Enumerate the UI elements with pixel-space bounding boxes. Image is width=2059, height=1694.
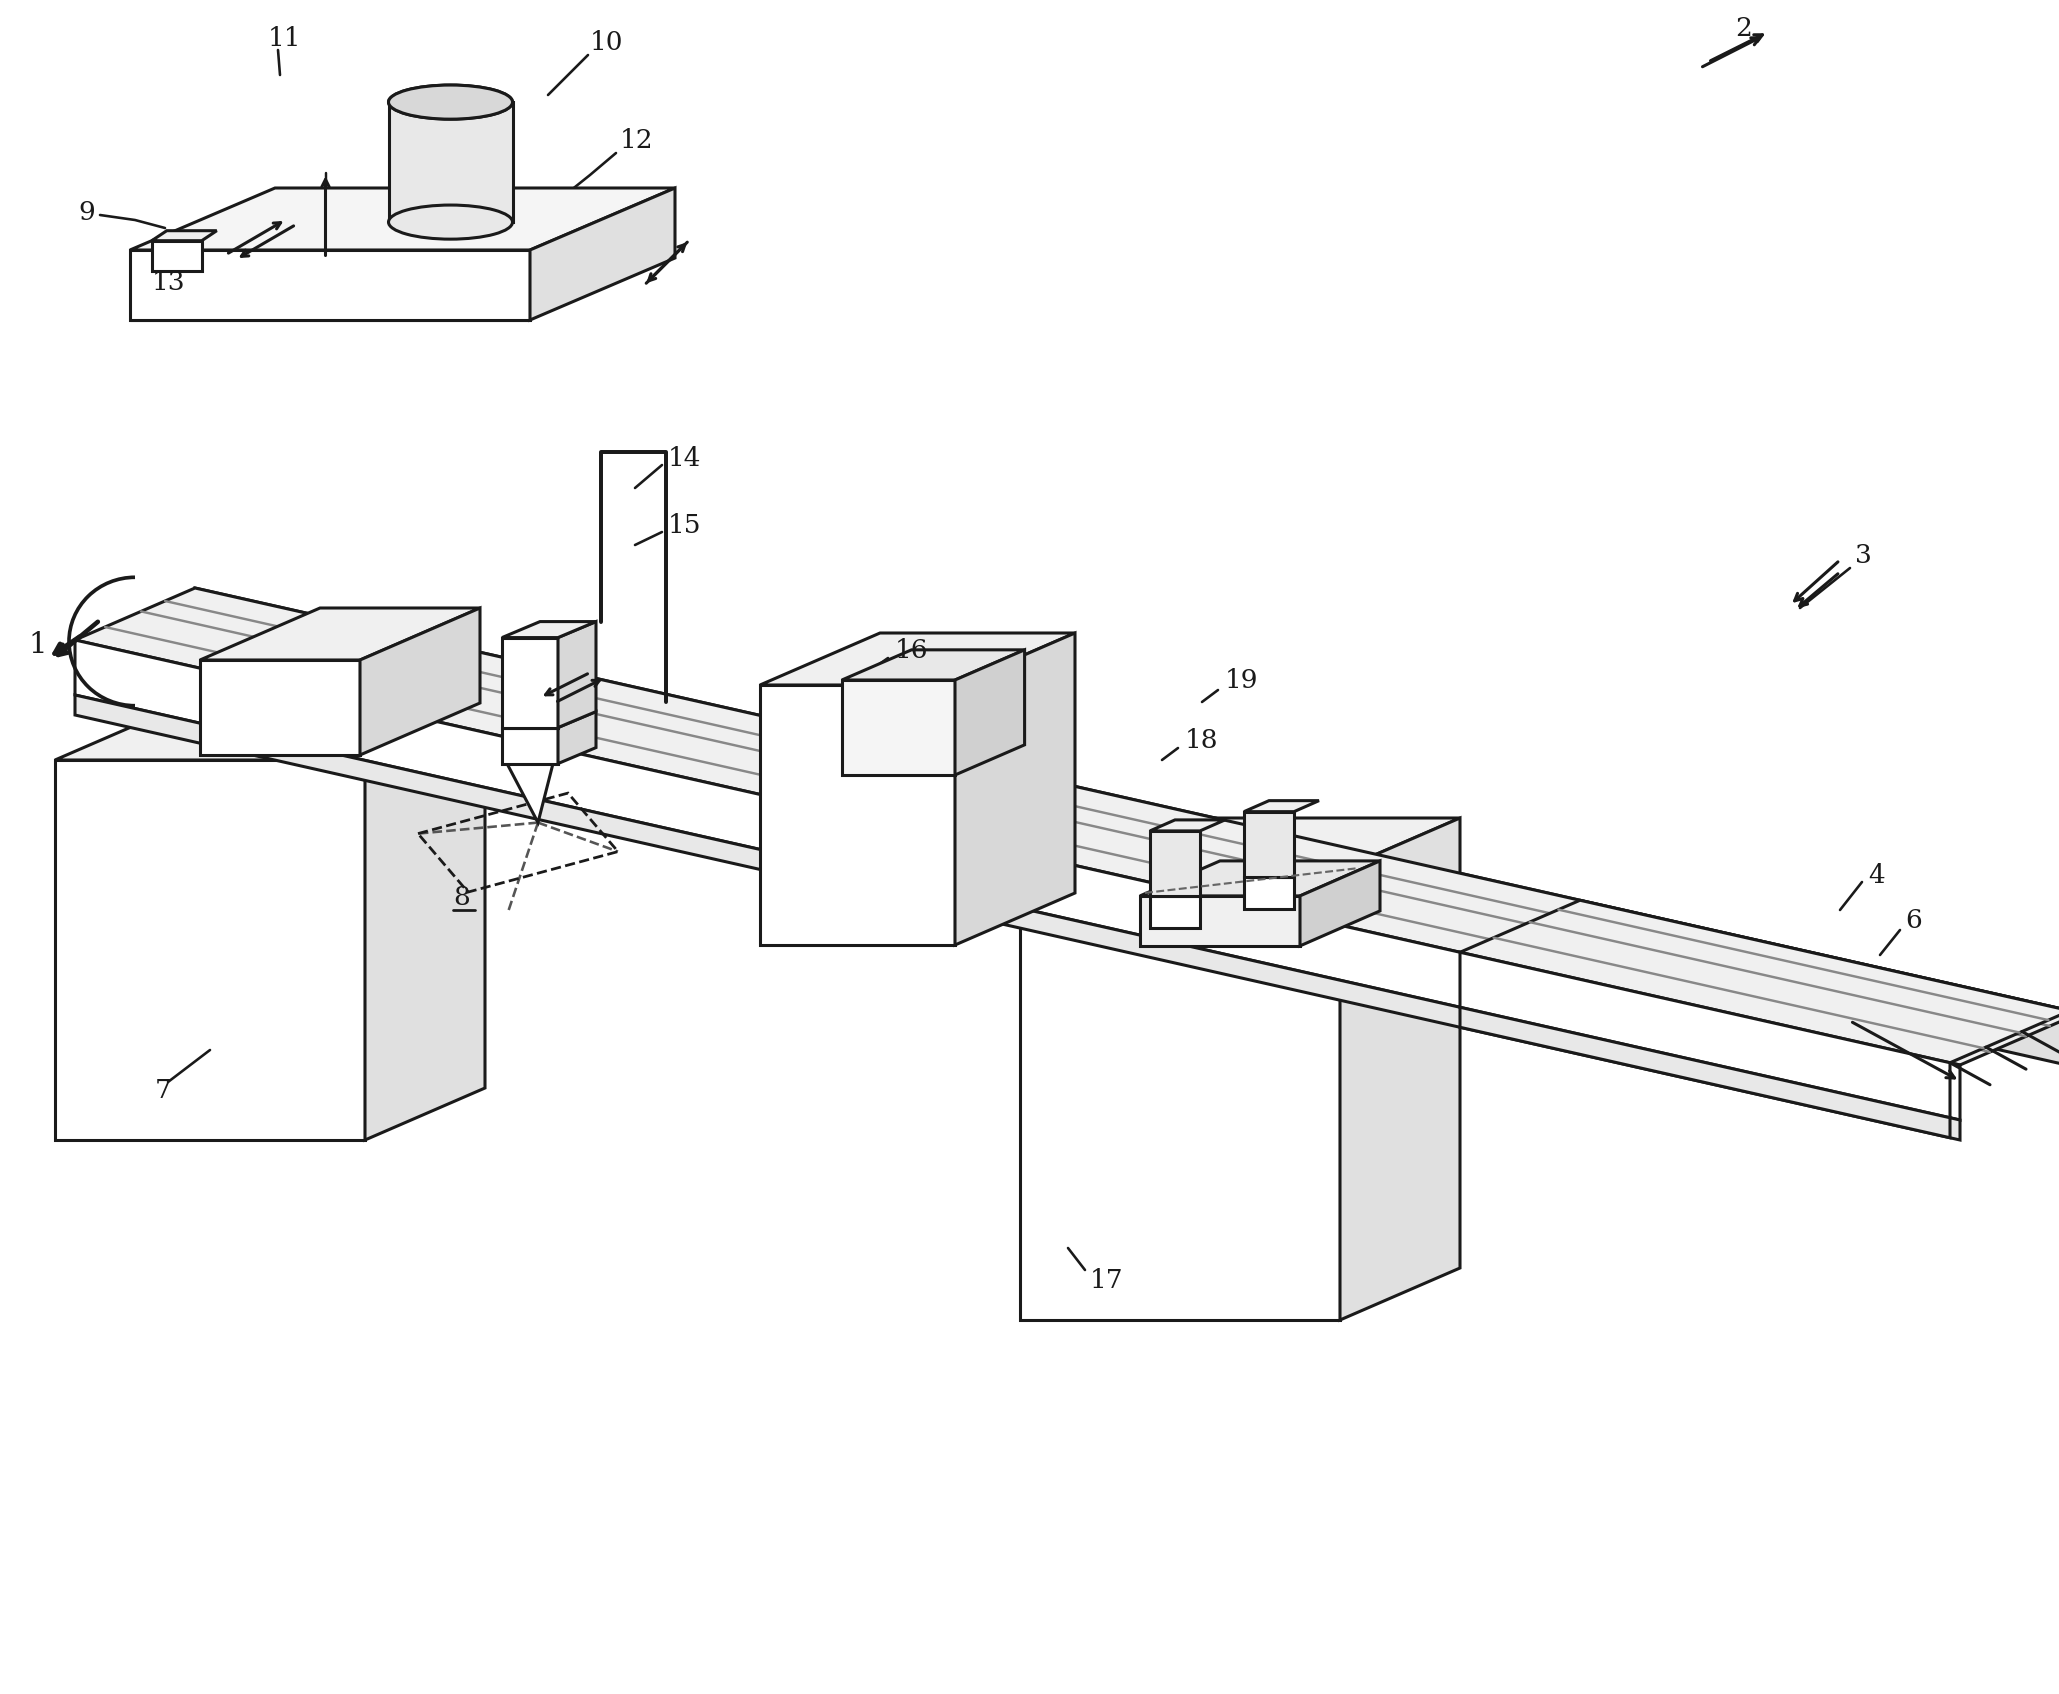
Polygon shape bbox=[1299, 861, 1380, 945]
Polygon shape bbox=[200, 608, 480, 661]
Polygon shape bbox=[389, 102, 513, 222]
Polygon shape bbox=[1019, 818, 1460, 871]
Text: 2: 2 bbox=[1736, 15, 1752, 41]
Polygon shape bbox=[364, 708, 486, 1140]
Polygon shape bbox=[1141, 861, 1380, 896]
Polygon shape bbox=[1151, 820, 1225, 830]
Polygon shape bbox=[1019, 871, 1340, 1320]
Polygon shape bbox=[196, 588, 2059, 1067]
Text: 12: 12 bbox=[620, 127, 653, 152]
Polygon shape bbox=[760, 684, 955, 945]
Polygon shape bbox=[152, 241, 202, 271]
Polygon shape bbox=[1340, 818, 1460, 1320]
Polygon shape bbox=[74, 640, 1960, 1120]
Text: 6: 6 bbox=[1905, 908, 1921, 932]
Polygon shape bbox=[130, 188, 675, 251]
Text: 1: 1 bbox=[29, 630, 47, 659]
Polygon shape bbox=[200, 661, 360, 756]
Polygon shape bbox=[1460, 952, 1950, 1118]
Polygon shape bbox=[56, 761, 364, 1140]
Polygon shape bbox=[360, 608, 480, 756]
Text: 4: 4 bbox=[1868, 862, 1884, 888]
Polygon shape bbox=[955, 634, 1075, 945]
Polygon shape bbox=[56, 708, 486, 761]
Text: 14: 14 bbox=[667, 446, 702, 471]
Text: 17: 17 bbox=[1089, 1267, 1124, 1293]
Polygon shape bbox=[1151, 896, 1200, 928]
Polygon shape bbox=[502, 728, 558, 764]
Polygon shape bbox=[1151, 830, 1200, 896]
Polygon shape bbox=[74, 588, 2059, 1066]
Ellipse shape bbox=[389, 85, 513, 119]
Polygon shape bbox=[502, 637, 558, 728]
Polygon shape bbox=[1460, 900, 2059, 1062]
Ellipse shape bbox=[389, 85, 513, 119]
Polygon shape bbox=[955, 650, 1025, 774]
Text: 15: 15 bbox=[667, 513, 702, 537]
Text: 19: 19 bbox=[1225, 667, 1258, 693]
Polygon shape bbox=[74, 695, 1960, 1140]
Text: 3: 3 bbox=[1855, 542, 1872, 567]
Text: 16: 16 bbox=[896, 637, 929, 662]
Text: 8: 8 bbox=[453, 884, 469, 910]
Polygon shape bbox=[558, 711, 595, 764]
Text: 13: 13 bbox=[152, 269, 185, 295]
Polygon shape bbox=[760, 634, 1075, 684]
Polygon shape bbox=[558, 622, 595, 728]
Ellipse shape bbox=[389, 205, 513, 239]
Polygon shape bbox=[529, 188, 675, 320]
Polygon shape bbox=[842, 679, 955, 774]
Text: 11: 11 bbox=[268, 25, 301, 51]
Text: 7: 7 bbox=[154, 1077, 171, 1103]
Polygon shape bbox=[1244, 801, 1320, 811]
Polygon shape bbox=[1244, 811, 1293, 877]
Polygon shape bbox=[502, 622, 595, 637]
Text: 18: 18 bbox=[1186, 727, 1219, 752]
Polygon shape bbox=[130, 251, 529, 320]
Text: 10: 10 bbox=[591, 29, 624, 54]
Polygon shape bbox=[1244, 877, 1293, 910]
Polygon shape bbox=[842, 650, 1025, 679]
Polygon shape bbox=[1141, 896, 1299, 945]
Polygon shape bbox=[1460, 1008, 1950, 1138]
Polygon shape bbox=[152, 230, 216, 241]
Polygon shape bbox=[507, 764, 554, 823]
Text: 9: 9 bbox=[78, 200, 95, 225]
